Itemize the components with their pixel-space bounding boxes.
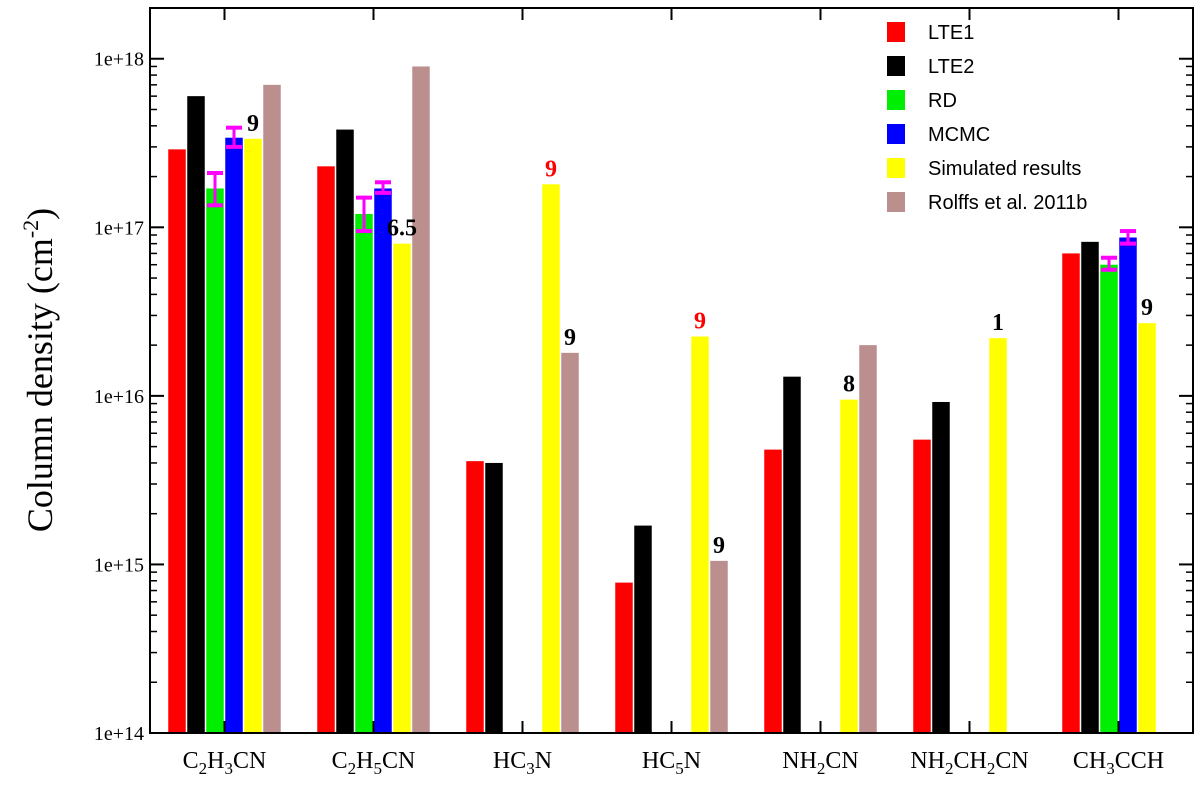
x-tick-label-5: NH2CH2CN [910,748,1028,778]
bar-mcmc-1 [374,188,392,733]
legend-item-1: LTE2 [887,56,974,78]
y-tick-label-0: 1e+14 [94,723,144,745]
x-tick-label-4: NH2CN [782,748,859,778]
bar-lte2-4 [783,376,801,733]
legend-label-1: LTE2 [928,56,974,78]
annotation-0: 9 [247,111,259,137]
error-bar-mcmc-6 [1120,229,1136,246]
bar-lte2-5 [932,401,950,733]
bar-rd-6 [1100,264,1118,733]
annotation-4: 9 [694,309,706,335]
y-axis: 1e+14 1e+15 1e+16 1e+17 1e+18 [94,7,1193,745]
x-tick-label-1: C2H5CN [332,748,416,778]
bar-rolffs-et-al-2011b-0 [263,84,281,734]
x-tick-label-2: HC3N [493,748,552,778]
legend-label-4: Simulated results [928,158,1081,180]
annotation-8: 9 [1141,295,1153,321]
x-tick-label-0: C2H3CN [183,748,267,778]
legend-swatch-1 [887,56,905,76]
legend-label-0: LTE1 [928,22,974,44]
legend-swatch-0 [887,22,905,42]
error-bar-rd-1 [356,195,372,234]
bar-lte1-1 [317,166,335,733]
legend-label-2: RD [928,90,957,112]
error-bars-layer [207,125,1136,272]
bar-lte1-0 [168,149,186,734]
legend-swatch-4 [887,158,905,178]
bar-simulated-results-6 [1138,323,1156,733]
bar-rolffs-et-al-2011b-1 [412,66,430,733]
annotations-layer: 9 6.5 9 9 9 9 8 1 9 [247,111,1153,559]
legend-label-3: MCMC [928,124,990,146]
bar-lte2-0 [187,96,205,733]
bar-mcmc-0 [225,137,243,734]
bar-rd-1 [355,213,373,733]
bar-lte1-5 [913,439,931,733]
x-tick-label-6: CH3CCH [1073,748,1164,778]
legend-swatch-2 [887,90,905,110]
bar-rolffs-et-al-2011b-4 [859,345,877,733]
error-bar-rd-0 [207,170,223,208]
legend-item-3: MCMC [887,124,990,146]
bar-simulated-results-0 [244,138,262,734]
bar-rd-0 [206,188,224,733]
annotation-1: 6.5 [387,216,417,242]
error-bar-mcmc-1 [375,180,391,195]
y-axis-title-main: Column density (cm [20,238,60,532]
bar-lte2-3 [634,525,652,733]
bar-lte1-6 [1062,253,1080,734]
bar-simulated-results-4 [840,399,858,733]
bar-lte1-2 [466,461,484,733]
bar-lte1-4 [764,449,782,733]
y-tick-label-4: 1e+18 [94,49,144,71]
legend-swatch-3 [887,124,905,144]
bar-mcmc-6 [1119,237,1137,733]
bar-simulated-results-5 [989,338,1007,733]
annotation-3: 9 [564,325,576,351]
bar-simulated-results-2 [542,184,560,733]
y-axis-title-close: ) [20,208,60,220]
error-bar-mcmc-0 [226,125,242,149]
bar-rolffs-et-al-2011b-3 [710,560,728,733]
legend-swatch-5 [887,192,905,212]
annotation-5: 9 [713,533,725,559]
y-tick-label-1: 1e+15 [94,554,144,576]
bar-lte2-1 [336,129,354,733]
bar-lte2-6 [1081,241,1099,733]
legend-item-4: Simulated results [887,158,1081,180]
legend-item-2: RD [887,90,957,112]
bar-simulated-results-1 [393,243,411,733]
x-tick-label-3: HC5N [642,748,701,778]
legend-item-0: LTE1 [887,22,974,44]
bars-layer [168,66,1156,734]
bar-lte1-3 [615,582,633,733]
annotation-2: 9 [545,156,557,182]
annotation-7: 1 [992,310,1004,336]
y-axis-title-unit-exponent: -2 [18,220,43,238]
legend-label-5: Rolffs et al. 2011b [928,192,1087,214]
y-axis-title: Column density (cm-2) [18,208,60,532]
annotation-6: 8 [843,372,855,398]
legend: LTE1 LTE2 RD MCMC Simulated results Rolffs et… [887,22,1087,214]
y-tick-label-3: 1e+17 [94,217,144,239]
y-tick-label-2: 1e+16 [94,386,144,408]
bar-rolffs-et-al-2011b-2 [561,352,579,733]
plot-frame [149,7,1194,734]
x-axis: C2H3CN C2H5CN HC3N HC5N NH2CN NH2CH2CN CH3CCH [183,8,1164,778]
bar-simulated-results-3 [691,336,709,733]
legend-item-5: Rolffs et al. 2011b [887,192,1087,214]
error-bar-rd-6 [1101,255,1117,272]
bar-lte2-2 [485,462,503,733]
